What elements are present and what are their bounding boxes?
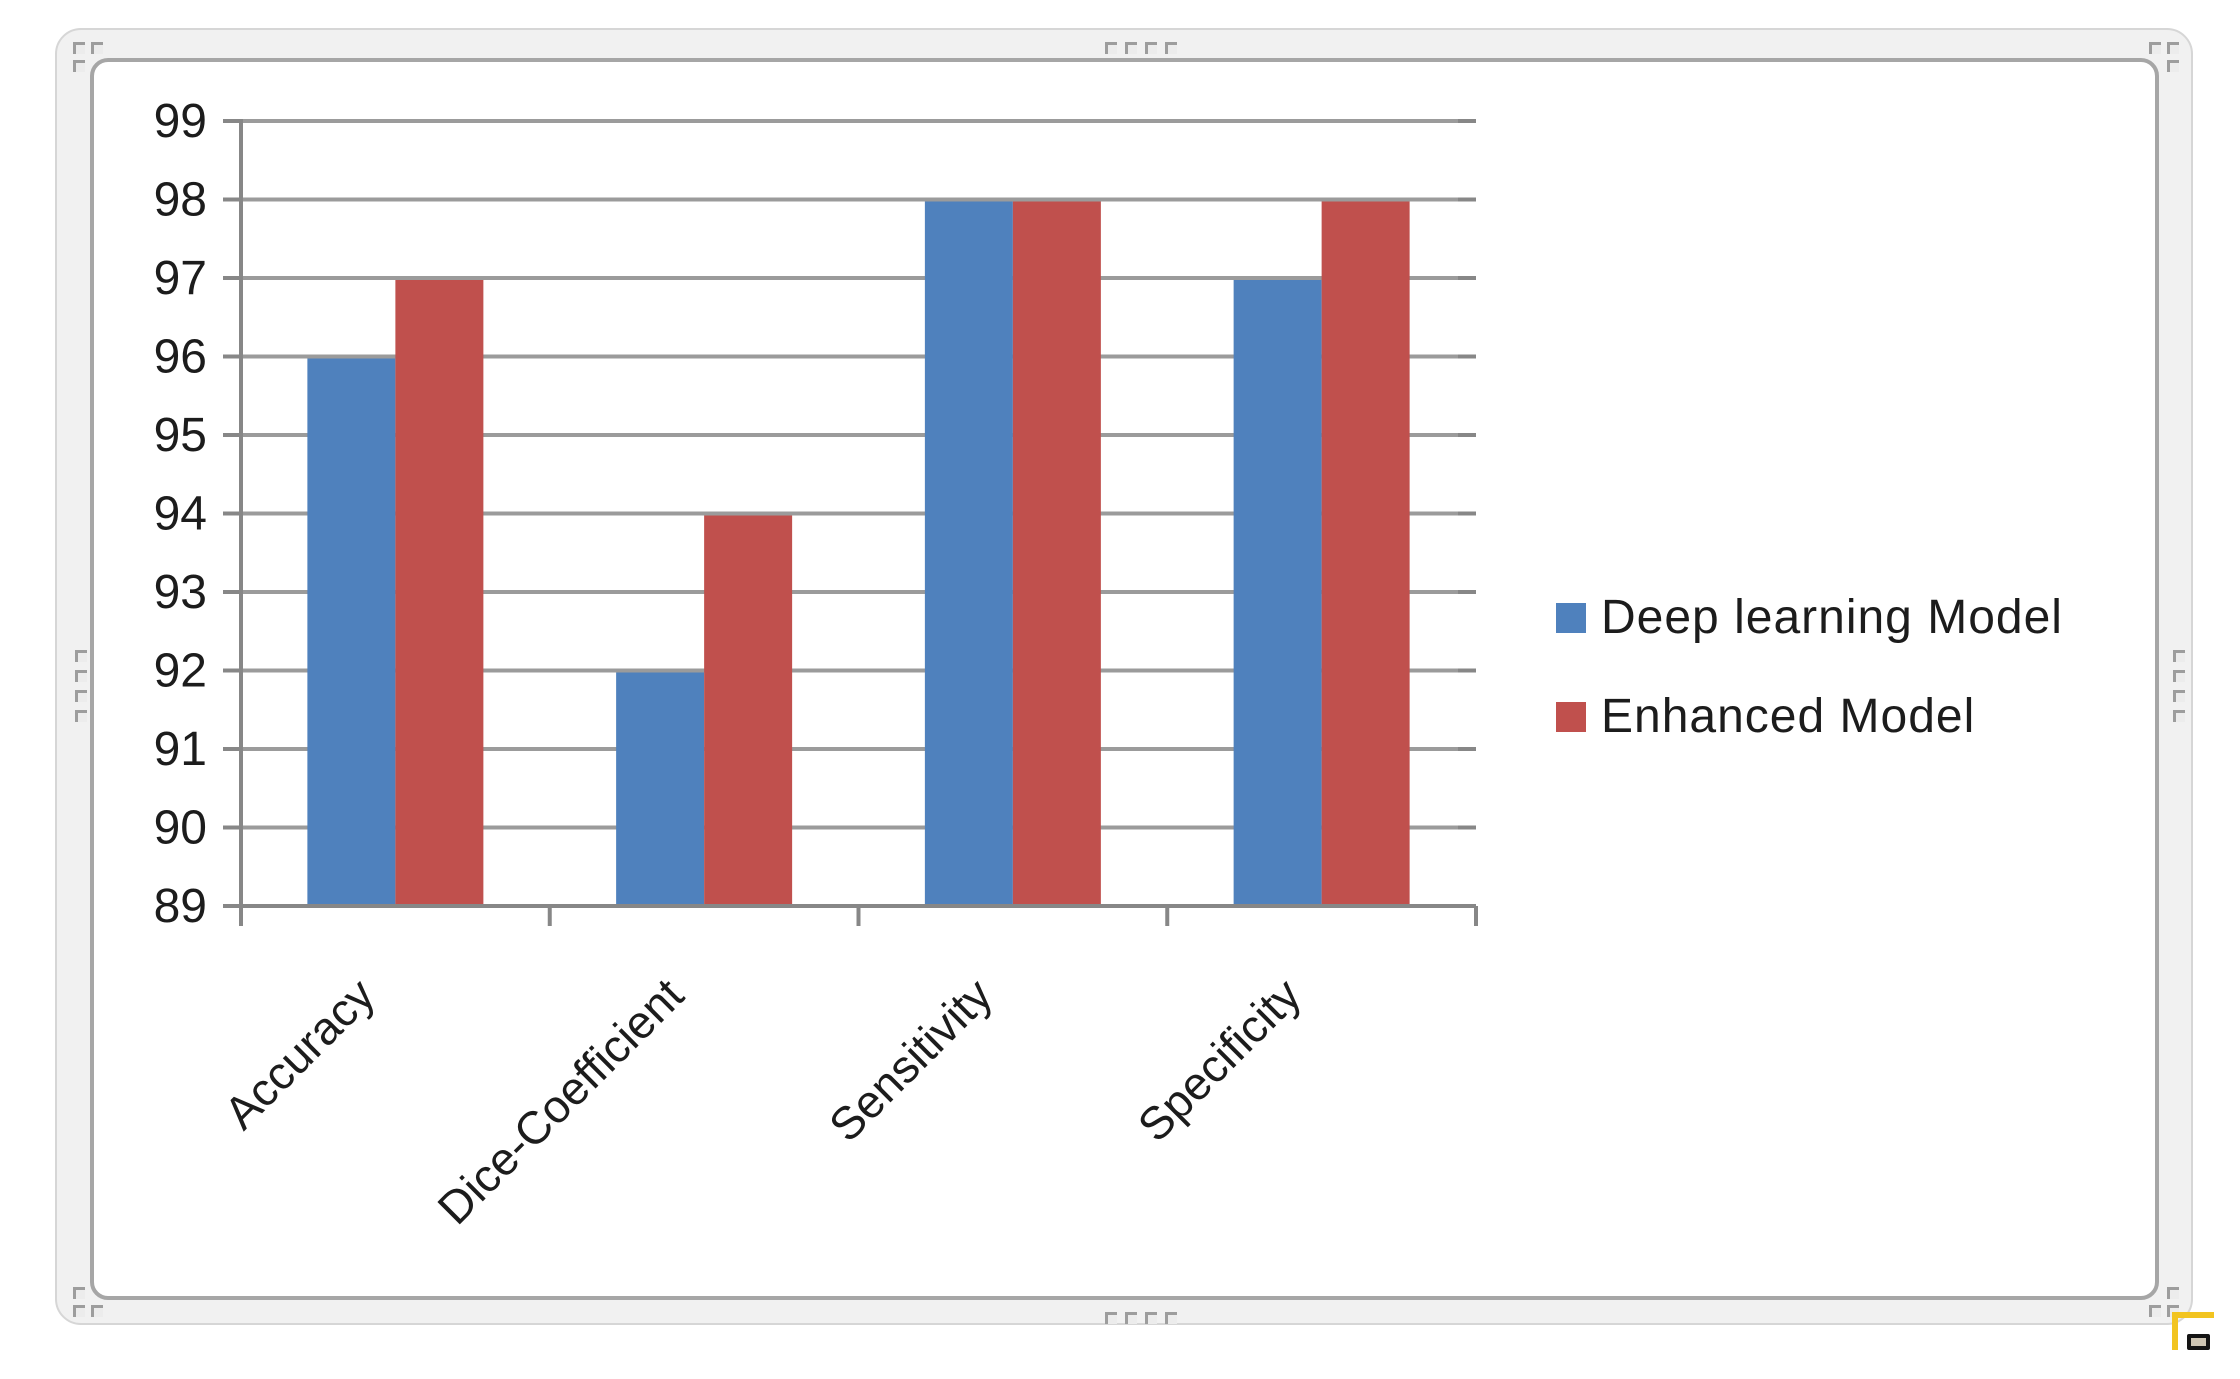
- y-tick-label: 96: [154, 331, 207, 384]
- legend-label: Deep learning Model: [1601, 591, 2063, 644]
- resize-handle-left[interactable]: [75, 650, 87, 722]
- yellow-corner-bracket: [2172, 1312, 2178, 1350]
- x-category-label: Accuracy: [214, 968, 385, 1139]
- legend-label: Enhanced Model: [1601, 690, 1976, 743]
- x-category-label: Sensitivity: [819, 968, 1002, 1151]
- y-tick-label: 89: [154, 880, 207, 933]
- y-tick-label: 93: [154, 566, 207, 619]
- resize-handle-right[interactable]: [2173, 650, 2185, 722]
- x-category-label: Specificity: [1128, 968, 1311, 1151]
- bar-deep-learning-model-accuracy[interactable]: [307, 358, 396, 907]
- bar-enhanced-model-accuracy[interactable]: [395, 280, 484, 906]
- bar-deep-learning-model-sensitivity[interactable]: [924, 201, 1013, 907]
- bar-enhanced-model-dice-coefficient[interactable]: [704, 515, 793, 907]
- resize-handle-bottom[interactable]: [1105, 1312, 1177, 1324]
- chart-canvas[interactable]: 89 90 91 92 93 94 95 96 97 98 99 Accuracy Dice-Coeff…: [90, 58, 2159, 1300]
- bar-enhanced-model-sensitivity[interactable]: [1012, 201, 1101, 907]
- legend-item-enhanced-model[interactable]: Enhanced Model: [1556, 689, 2063, 744]
- y-tick-label: 97: [154, 252, 207, 305]
- y-tick-label: 99: [154, 95, 207, 148]
- legend-swatch-blue-icon: [1556, 602, 1586, 633]
- resize-handle-top[interactable]: [1105, 42, 1177, 54]
- resize-glyph-icon: [2187, 1334, 2210, 1350]
- y-tick-label: 98: [154, 174, 207, 227]
- legend-swatch-red-icon: [1556, 701, 1586, 732]
- y-tick-label: 92: [154, 645, 207, 698]
- yellow-corner-bracket: [2172, 1312, 2214, 1318]
- bar-deep-learning-model-dice-coefficient[interactable]: [616, 672, 705, 907]
- y-tick-label: 91: [154, 723, 207, 776]
- y-tick-label: 94: [154, 488, 207, 541]
- legend-item-deep-learning-model[interactable]: Deep learning Model: [1556, 590, 2063, 645]
- bar-enhanced-model-specificity[interactable]: [1321, 201, 1410, 907]
- bar-deep-learning-model-specificity[interactable]: [1233, 280, 1322, 906]
- x-category-label: Dice-Coefficient: [427, 968, 693, 1234]
- y-tick-label: 90: [154, 802, 207, 855]
- y-tick-label: 95: [154, 409, 207, 462]
- legend[interactable]: Deep learning Model Enhanced Model: [1556, 590, 2063, 744]
- chart-object-frame[interactable]: 89 90 91 92 93 94 95 96 97 98 99 Accuracy Dice-Coeff…: [55, 28, 2193, 1325]
- bar-chart-svg[interactable]: 89 90 91 92 93 94 95 96 97 98 99 Accuracy Dice-Coeff…: [94, 62, 2155, 1296]
